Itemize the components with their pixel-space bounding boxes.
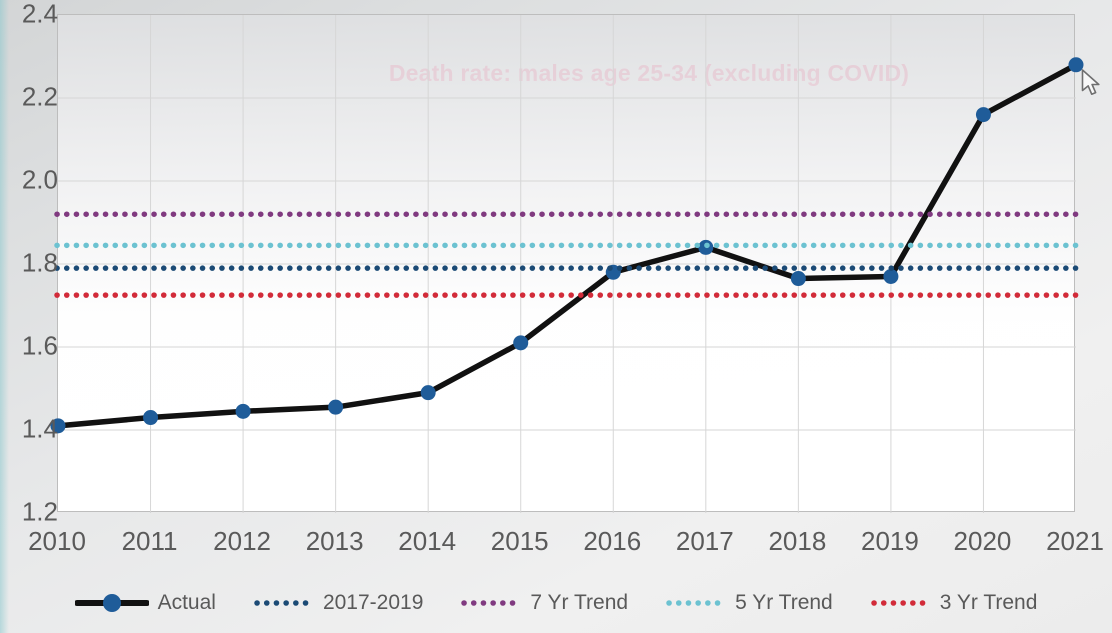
x-tick-label: 2012 xyxy=(213,526,271,556)
data-point-marker xyxy=(143,410,159,426)
x-tick-label: 2018 xyxy=(768,526,827,556)
data-point-marker xyxy=(975,107,991,123)
chart-canvas xyxy=(50,15,1084,513)
legend-item-5-yr-trend: 5 Yr Trend xyxy=(666,591,833,615)
y-tick-label: 2.2 xyxy=(21,81,58,112)
legend-item-3-yr-trend: 3 Yr Trend xyxy=(870,591,1038,615)
x-tick-label: 2016 xyxy=(583,526,642,556)
data-point-marker xyxy=(1068,57,1084,73)
x-tick-label: 2019 xyxy=(860,526,919,556)
legend-label: 5 Yr Trend xyxy=(735,591,833,614)
x-tick-label: 2020 xyxy=(953,526,1012,556)
x-tick-label: 2017 xyxy=(675,526,734,556)
data-point-marker xyxy=(328,399,344,415)
legend-item-actual: Actual xyxy=(74,591,216,615)
y-tick-label: 1.2 xyxy=(21,496,58,527)
y-tick-label: 1.8 xyxy=(21,247,58,278)
x-tick-label: 2021 xyxy=(1046,526,1104,556)
x-tick-label: 2015 xyxy=(490,526,549,556)
legend-label: Actual xyxy=(157,591,216,614)
data-point-marker xyxy=(420,385,436,401)
legend-item-7-yr-trend: 7 Yr Trend xyxy=(461,591,628,615)
x-tick-label: 2011 xyxy=(121,526,178,556)
data-point-marker xyxy=(790,271,806,287)
y-tick-label: 2.4 xyxy=(21,0,58,29)
legend-label: 7 Yr Trend xyxy=(530,591,629,614)
y-tick-label: 2.0 xyxy=(21,164,58,195)
legend-swatch-line xyxy=(74,594,149,612)
legend-item-2017-2019: 2017-2019 xyxy=(254,591,423,615)
data-point-marker xyxy=(883,268,899,284)
chart-legend: Actual 2017-2019 7 Yr Trend 5 Yr Trend 3… xyxy=(0,591,1112,615)
data-point-marker xyxy=(50,418,66,434)
legend-swatch-dots xyxy=(461,600,522,606)
legend-swatch-dots xyxy=(666,600,726,606)
legend-label: 2017-2019 xyxy=(322,591,424,614)
legend-label: 3 Yr Trend xyxy=(939,591,1038,614)
legend-swatch-dots xyxy=(870,600,931,606)
y-tick-label: 1.6 xyxy=(21,330,58,361)
x-tick-label: 2013 xyxy=(305,526,364,556)
y-tick-label: 1.4 xyxy=(21,413,58,444)
x-tick-label: 2010 xyxy=(28,526,86,556)
plot-area xyxy=(50,14,1084,513)
legend-swatch-dots xyxy=(254,600,314,606)
screen-edge-artifact xyxy=(0,0,9,633)
x-tick-label: 2014 xyxy=(398,526,457,556)
series-line-actual xyxy=(55,62,1079,429)
data-point-marker xyxy=(513,335,529,351)
data-point-marker xyxy=(235,403,251,419)
